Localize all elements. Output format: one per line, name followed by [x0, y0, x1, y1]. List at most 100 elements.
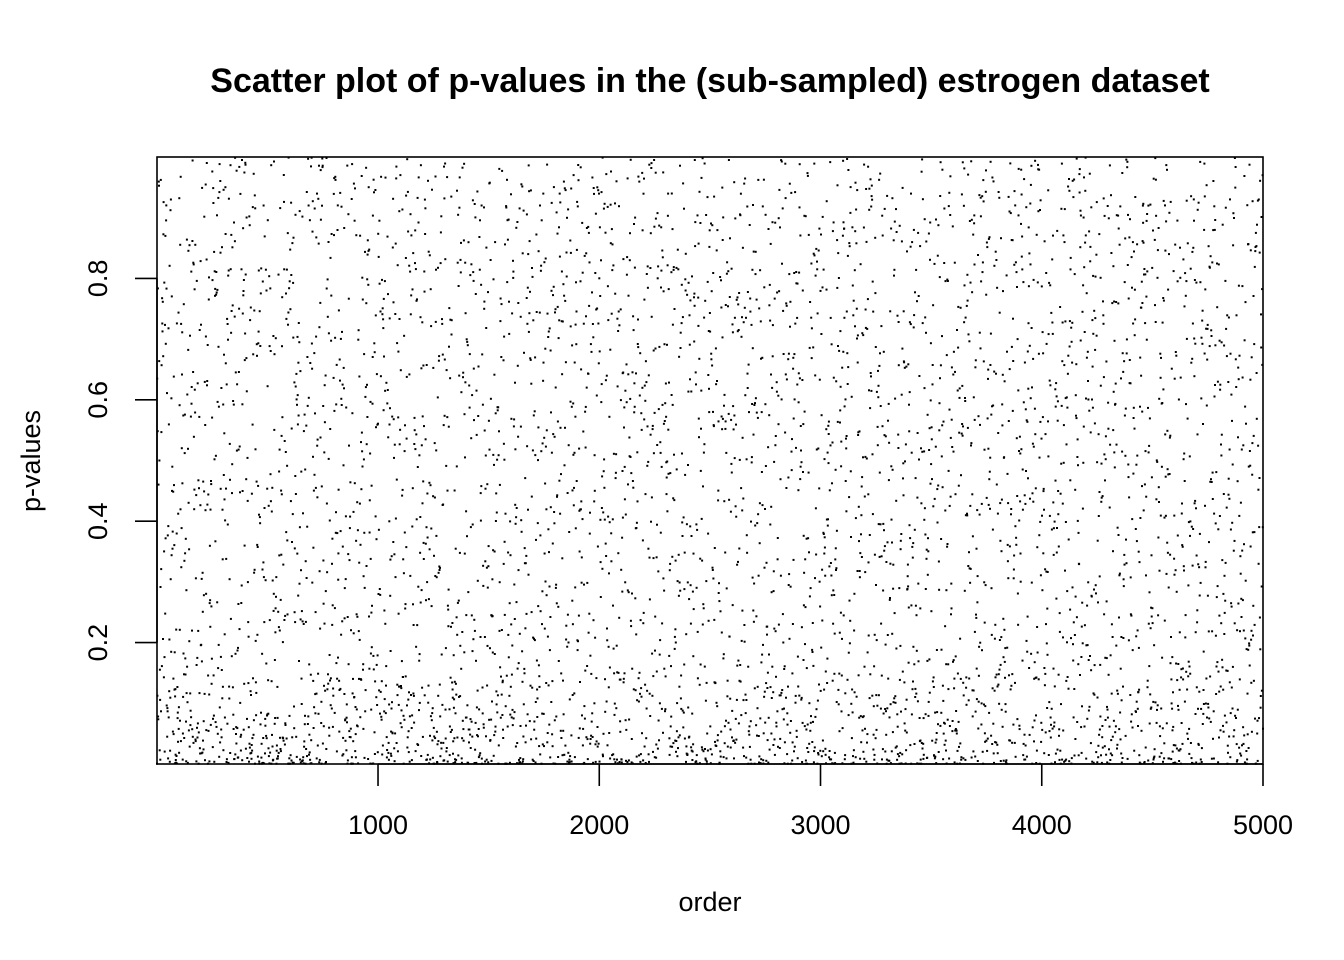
scatter-point [159, 178, 162, 181]
scatter-point [709, 748, 712, 751]
scatter-point [945, 354, 948, 357]
scatter-point [934, 755, 937, 758]
scatter-point [222, 474, 225, 476]
scatter-point [1170, 636, 1172, 638]
scatter-point [1220, 622, 1223, 625]
scatter-point [1005, 274, 1008, 277]
scatter-point [754, 402, 756, 405]
scatter-point [482, 584, 485, 587]
scatter-point [326, 315, 329, 318]
scatter-point [888, 598, 891, 601]
scatter-point [611, 243, 614, 246]
scatter-point [939, 161, 942, 164]
scatter-point [1127, 213, 1129, 216]
scatter-point [1061, 321, 1064, 324]
scatter-point [1157, 227, 1160, 229]
scatter-point [882, 522, 885, 525]
scatter-point [882, 589, 885, 592]
scatter-point [887, 677, 890, 680]
scatter-point [558, 255, 561, 258]
scatter-point [462, 739, 465, 742]
scatter-point [534, 454, 537, 457]
scatter-point [795, 729, 798, 732]
scatter-point [667, 472, 670, 475]
scatter-point [162, 638, 164, 640]
scatter-point [430, 719, 433, 722]
scatter-point [878, 555, 881, 558]
scatter-point [741, 316, 743, 319]
scatter-point [784, 373, 787, 376]
scatter-point [1035, 676, 1038, 679]
scatter-point [639, 619, 642, 622]
scatter-point [342, 366, 345, 369]
scatter-point [666, 264, 669, 267]
scatter-point [622, 258, 625, 261]
scatter-point [367, 186, 370, 189]
scatter-point [192, 263, 195, 266]
scatter-point [305, 191, 308, 193]
scatter-point [184, 552, 187, 555]
scatter-point [514, 448, 517, 451]
scatter-point [962, 694, 965, 697]
scatter-point [285, 737, 288, 740]
scatter-point [652, 675, 655, 678]
scatter-point [507, 633, 510, 636]
scatter-point [1155, 498, 1158, 501]
scatter-point [843, 227, 846, 230]
scatter-point [500, 693, 503, 696]
scatter-point [404, 603, 407, 606]
scatter-point [1048, 514, 1051, 517]
scatter-point [302, 756, 305, 759]
scatter-point [1259, 706, 1262, 709]
scatter-point [779, 574, 782, 577]
scatter-point [677, 747, 679, 750]
scatter-point [765, 759, 768, 762]
scatter-point [498, 629, 501, 632]
scatter-point [172, 677, 175, 680]
scatter-point [521, 185, 524, 188]
scatter-point [722, 653, 725, 656]
scatter-point [808, 595, 811, 598]
scatter-point [355, 708, 358, 711]
scatter-point [222, 403, 225, 406]
scatter-point [526, 445, 529, 448]
scatter-point [729, 746, 732, 749]
scatter-point [745, 699, 748, 701]
scatter-point [715, 745, 718, 747]
scatter-point [619, 720, 622, 723]
scatter-point [1066, 676, 1069, 678]
scatter-point [1180, 676, 1183, 679]
scatter-point [1150, 706, 1153, 709]
scatter-point [719, 610, 722, 613]
scatter-point [238, 445, 241, 448]
scatter-point [1064, 759, 1067, 762]
scatter-point [507, 656, 510, 659]
scatter-point [774, 444, 777, 447]
scatter-point [195, 494, 198, 497]
scatter-point [1135, 540, 1138, 543]
scatter-point [913, 528, 916, 531]
scatter-point [560, 737, 563, 739]
scatter-point [1074, 595, 1077, 598]
scatter-point [1138, 688, 1141, 691]
scatter-point [354, 750, 357, 753]
scatter-point [521, 252, 524, 255]
scatter-point [1117, 214, 1120, 217]
scatter-point [1078, 563, 1081, 566]
scatter-point [531, 686, 534, 689]
scatter-point [1089, 260, 1092, 263]
scatter-point [769, 319, 772, 322]
scatter-point [999, 663, 1002, 666]
scatter-point [921, 322, 924, 325]
scatter-point [271, 486, 274, 489]
scatter-point [1199, 281, 1202, 284]
scatter-point [654, 217, 657, 220]
scatter-point [335, 662, 338, 665]
scatter-point [965, 676, 968, 679]
scatter-point [1134, 528, 1137, 530]
scatter-point [1231, 707, 1234, 710]
scatter-point [439, 755, 442, 758]
scatter-point [431, 739, 434, 742]
scatter-point [355, 234, 358, 237]
scatter-point [1005, 759, 1008, 762]
